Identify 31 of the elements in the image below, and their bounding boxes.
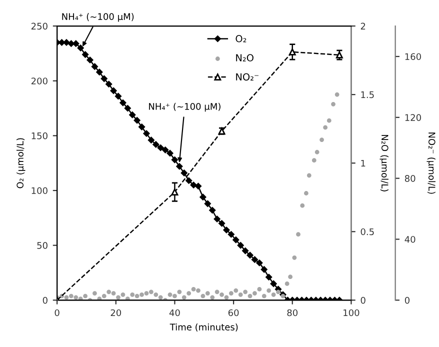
x-axis-title: Time (minutes) [170, 323, 238, 332]
legend-label: N₂O [236, 54, 254, 62]
y3-tick-label: 80 [404, 175, 416, 182]
x-tick-label: 0 [54, 309, 60, 316]
x-tick-label: 60 [228, 309, 239, 316]
y-tick-label: 200 [31, 78, 48, 84]
y3-tick-label: 0 [404, 296, 410, 304]
y-axis-title: O₂ (μmol/L) [16, 138, 26, 188]
x-tick-label: 40 [169, 309, 180, 316]
y2-axis-title: N₂O (μmol/L) [380, 134, 388, 192]
x-tick-label: 80 [287, 309, 298, 316]
x-tick-label: 20 [110, 309, 122, 316]
y3-tick-label: 40 [404, 236, 416, 243]
y2-tick-label: 1 [361, 160, 366, 167]
y-tick-label: 0 [42, 296, 48, 304]
legend-label: NO₂⁻ [236, 73, 258, 81]
y-tick-label: 250 [31, 22, 48, 30]
y3-axis-title: NO₂⁻ (μmol/L) [426, 132, 436, 194]
annotation: NH₄⁺ (~100 μM) [62, 13, 134, 22]
y3-tick-label: 120 [405, 114, 421, 121]
legend-label: O₂ [236, 34, 246, 42]
y-tick-label: 100 [32, 187, 48, 194]
y2-tick-label: 0.5 [360, 228, 374, 236]
x-tick-label: 100 [344, 309, 360, 316]
y3-tick-label: 160 [405, 53, 421, 60]
y-tick-label: 150 [32, 132, 48, 140]
y2-tick-label: 1.5 [361, 91, 374, 98]
annotation: NH₄⁺ (~100 μM) [149, 102, 220, 112]
y-tick-label: 50 [37, 242, 48, 249]
y2-tick-label: 2 [360, 22, 366, 30]
y2-tick-label: 0 [360, 296, 366, 304]
